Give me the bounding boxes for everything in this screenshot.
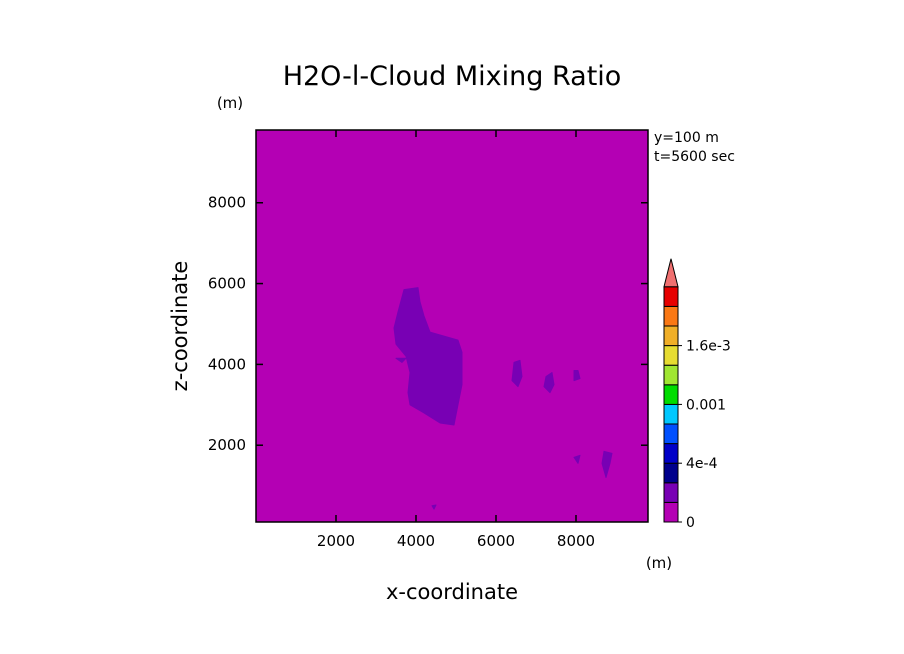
annotation-y: y=100 m <box>654 130 719 146</box>
x-tick-label-8000: 8000 <box>557 532 595 550</box>
x-axis-label: x-coordinate <box>386 580 518 604</box>
colorbar: 0 4e-4 0.001 1.6e-3 <box>663 258 731 531</box>
colorbar-box-11 <box>663 305 679 327</box>
y-tick-label-4000: 4000 <box>208 355 246 373</box>
contour-region-3 <box>511 359 523 388</box>
colorbar-box-1 <box>663 501 679 523</box>
x-tick-label-4000: 4000 <box>397 532 435 550</box>
colorbar-box-12 <box>663 286 679 307</box>
contour-region-8 <box>431 504 437 510</box>
colorbar-box-2 <box>663 482 679 503</box>
colorbar-label-9: 1.6e-3 <box>686 339 731 355</box>
chart-title: H2O-l-Cloud Mixing Ratio <box>283 61 622 92</box>
colorbar-label-3: 4e-4 <box>686 456 718 472</box>
field-background <box>256 130 648 522</box>
colorbar-box-9 <box>663 345 679 366</box>
colorbar-box-8 <box>663 364 679 386</box>
plot-area <box>255 129 649 523</box>
plot-frame <box>255 129 649 523</box>
colorbar-box-4 <box>663 443 679 464</box>
colorbar-extend-arrow <box>663 258 679 288</box>
contour-region-2 <box>395 357 407 363</box>
y-axis: 2000 4000 6000 8000 <box>208 194 648 454</box>
contour-region-6 <box>573 454 581 464</box>
y-unit-label: (m) <box>217 94 243 112</box>
colorbar-box-3 <box>663 462 679 484</box>
y-tick-label-6000: 6000 <box>208 275 246 293</box>
x-unit-label: (m) <box>646 554 672 572</box>
colorbar-label-6: 0.001 <box>686 397 726 413</box>
contour-region-4 <box>543 372 555 394</box>
colorbar-box-6 <box>663 403 679 425</box>
contour-region-5 <box>573 370 581 382</box>
x-tick-label-2000: 2000 <box>317 532 355 550</box>
y-tick-label-2000: 2000 <box>208 436 246 454</box>
colorbar-box-7 <box>663 384 679 405</box>
x-axis: 2000 4000 6000 8000 <box>317 130 595 550</box>
y-axis-label: z-coordinate <box>168 261 192 392</box>
y-tick-label-8000: 8000 <box>208 194 246 212</box>
contour-region-7 <box>601 450 613 478</box>
colorbar-box-10 <box>663 325 679 347</box>
x-tick-label-6000: 6000 <box>477 532 515 550</box>
colorbar-box-5 <box>663 423 679 445</box>
annotation-t: t=5600 sec <box>654 149 735 165</box>
colorbar-label-0: 0 <box>686 515 695 531</box>
contour-region-1 <box>393 287 463 426</box>
